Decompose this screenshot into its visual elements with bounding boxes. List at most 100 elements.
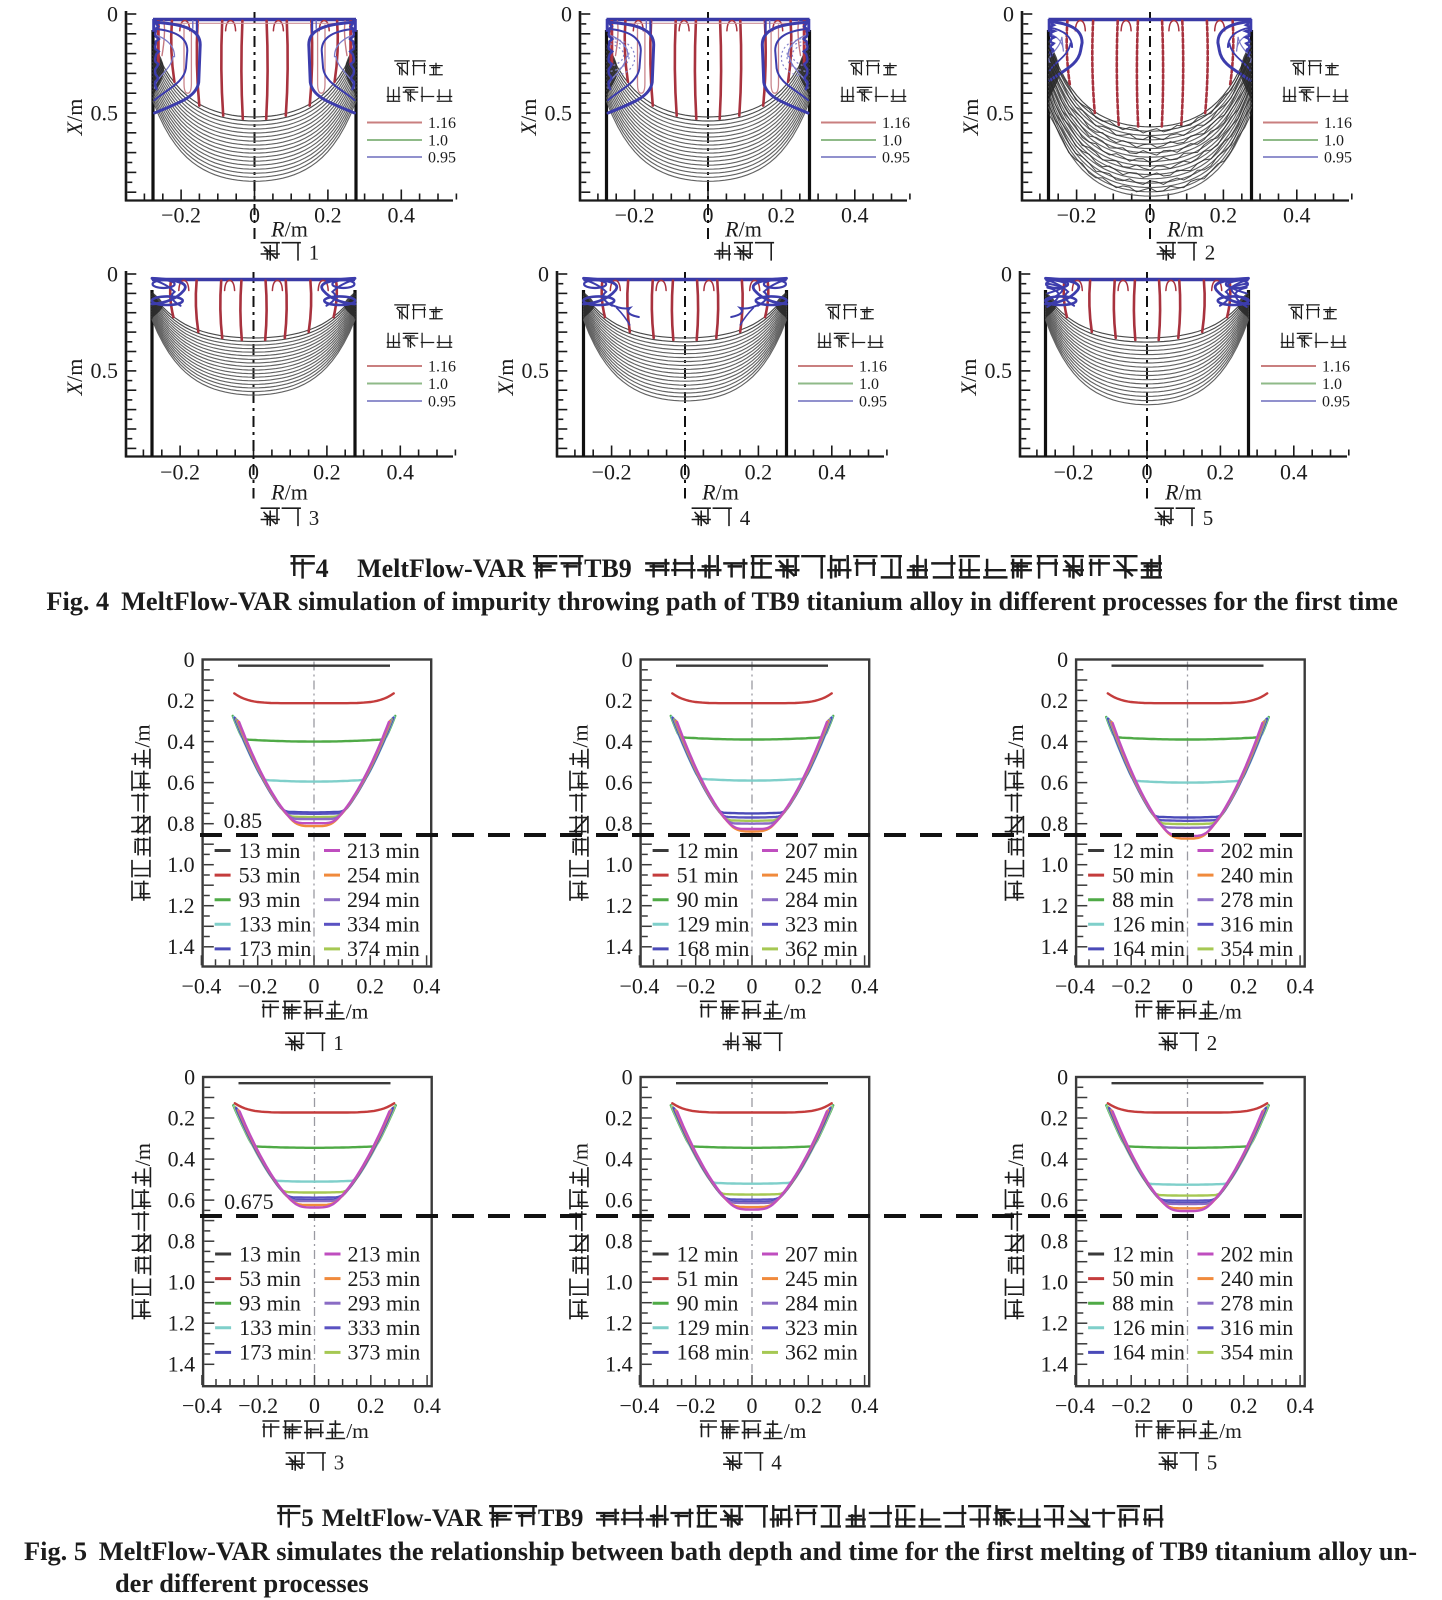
svg-text:0.2: 0.2 (167, 688, 195, 713)
svg-text:/m: /m (346, 1000, 369, 1024)
svg-text:12 min: 12 min (1112, 838, 1174, 863)
svg-text:−0.4: −0.4 (619, 974, 659, 999)
svg-text:−0.2: −0.2 (1057, 203, 1097, 228)
svg-text:1.2: 1.2 (605, 893, 633, 918)
svg-text:0.5: 0.5 (545, 100, 573, 125)
svg-text:0.6: 0.6 (168, 1187, 196, 1212)
svg-text:240 min: 240 min (1221, 862, 1294, 887)
svg-text:3: 3 (309, 506, 320, 530)
svg-text:0.5: 0.5 (91, 358, 119, 383)
svg-text:0.95: 0.95 (859, 393, 887, 410)
svg-text:164 min: 164 min (1112, 936, 1185, 961)
svg-text:88 min: 88 min (1112, 887, 1174, 912)
svg-text:50 min: 50 min (1112, 862, 1174, 887)
svg-text:1.16: 1.16 (1322, 358, 1350, 375)
svg-text:0.4: 0.4 (413, 974, 441, 999)
svg-text:278 min: 278 min (1221, 887, 1294, 912)
svg-text:1.4: 1.4 (605, 1352, 633, 1377)
svg-text:0.5: 0.5 (985, 358, 1013, 383)
svg-text:12 min: 12 min (677, 1241, 739, 1266)
svg-text:1.2: 1.2 (167, 893, 195, 918)
svg-text:5: 5 (301, 1505, 313, 1532)
svg-text:1.4: 1.4 (1041, 1352, 1069, 1377)
svg-text:0.95: 0.95 (428, 393, 456, 410)
svg-text:13 min: 13 min (239, 1241, 301, 1266)
svg-text:90 min: 90 min (677, 887, 739, 912)
svg-text:354 min: 354 min (1221, 1340, 1294, 1365)
svg-text:0.2: 0.2 (357, 974, 385, 999)
svg-text:1.2: 1.2 (168, 1311, 196, 1336)
svg-text:0.5: 0.5 (522, 358, 550, 383)
svg-text:0.95: 0.95 (1322, 393, 1350, 410)
svg-text:323 min: 323 min (785, 912, 858, 937)
svg-text:294 min: 294 min (347, 887, 420, 912)
svg-text:0.8: 0.8 (168, 1229, 196, 1254)
svg-text:4: 4 (740, 506, 751, 530)
svg-text:12 min: 12 min (1112, 1241, 1174, 1266)
svg-text:MeltFlow-VAR: MeltFlow-VAR (322, 1505, 484, 1532)
svg-text:0.6: 0.6 (1041, 1187, 1069, 1212)
svg-text:1.0: 1.0 (605, 1270, 633, 1295)
svg-text:0.4: 0.4 (818, 460, 846, 485)
svg-text:/m: /m (1003, 1143, 1028, 1166)
svg-text:1: 1 (333, 1031, 344, 1055)
svg-text:0: 0 (747, 1393, 758, 1418)
svg-text:R/m: R/m (1166, 217, 1204, 242)
svg-text:2: 2 (1207, 1031, 1218, 1055)
svg-text:0.2: 0.2 (605, 1105, 633, 1130)
svg-text:0.95: 0.95 (882, 149, 910, 166)
svg-text:284 min: 284 min (785, 1291, 858, 1316)
svg-text:278 min: 278 min (1221, 1291, 1294, 1316)
svg-text:R/m: R/m (1164, 480, 1202, 505)
svg-text:1.16: 1.16 (1324, 115, 1352, 132)
svg-text:0.4: 0.4 (413, 1393, 441, 1418)
svg-text:373 min: 373 min (348, 1340, 421, 1365)
svg-text:0.675: 0.675 (224, 1189, 274, 1214)
svg-text:R/m: R/m (270, 480, 308, 505)
svg-text:−0.2: −0.2 (1111, 1393, 1151, 1418)
svg-text:13 min: 13 min (239, 838, 301, 863)
svg-text:1.0: 1.0 (1041, 1270, 1069, 1295)
svg-text:1.16: 1.16 (882, 115, 910, 132)
svg-text:0: 0 (309, 974, 320, 999)
svg-text:−0.2: −0.2 (238, 1393, 278, 1418)
svg-text:202 min: 202 min (1221, 838, 1294, 863)
svg-text:MeltFlow-VAR simulates the rel: MeltFlow-VAR simulates the relationship … (99, 1536, 1417, 1566)
svg-text:/m: /m (346, 1419, 369, 1443)
svg-text:−0.2: −0.2 (676, 1393, 716, 1418)
svg-text:126 min: 126 min (1112, 1315, 1185, 1340)
svg-text:0.5: 0.5 (987, 100, 1015, 125)
svg-text:0.2: 0.2 (1210, 203, 1238, 228)
svg-text:1.0: 1.0 (428, 376, 448, 393)
svg-text:0.2: 0.2 (745, 460, 773, 485)
svg-text:0: 0 (747, 974, 758, 999)
svg-text:164 min: 164 min (1112, 1340, 1185, 1365)
svg-text:0: 0 (1001, 261, 1012, 286)
svg-text:1.0: 1.0 (168, 1270, 196, 1295)
svg-text:1.0: 1.0 (859, 376, 879, 393)
svg-text:−0.2: −0.2 (161, 203, 201, 228)
svg-text:/m: /m (1219, 1000, 1242, 1024)
svg-text:0: 0 (561, 1, 572, 26)
svg-text:MeltFlow-VAR: MeltFlow-VAR (357, 554, 526, 583)
svg-text:0.6: 0.6 (1041, 770, 1069, 795)
svg-text:316 min: 316 min (1221, 912, 1294, 937)
svg-text:253 min: 253 min (348, 1266, 421, 1291)
svg-text:53 min: 53 min (239, 1266, 301, 1291)
svg-text:0: 0 (538, 261, 549, 286)
svg-text:0: 0 (1003, 1, 1014, 26)
svg-text:−0.4: −0.4 (1055, 974, 1095, 999)
svg-text:1.0: 1.0 (882, 132, 902, 149)
svg-text:0: 0 (184, 647, 195, 672)
svg-text:X/m: X/m (62, 99, 87, 137)
svg-text:0.5: 0.5 (91, 100, 119, 125)
svg-text:1.0: 1.0 (605, 852, 633, 877)
svg-text:126 min: 126 min (1112, 912, 1185, 937)
svg-text:93 min: 93 min (239, 887, 301, 912)
svg-text:0.4: 0.4 (1283, 203, 1311, 228)
svg-text:334 min: 334 min (347, 912, 420, 937)
svg-text:1.16: 1.16 (428, 358, 456, 375)
svg-text:−0.4: −0.4 (619, 1393, 659, 1418)
svg-text:129 min: 129 min (677, 1315, 750, 1340)
svg-text:−0.2: −0.2 (676, 974, 716, 999)
